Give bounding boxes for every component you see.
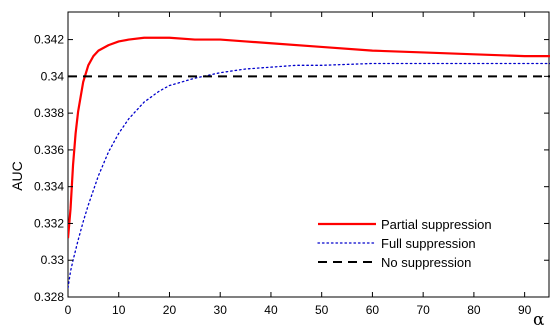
- plot-area-border: [67, 11, 550, 298]
- series-layer: [68, 36, 550, 289]
- legend-label-no-suppression: No suppression: [381, 255, 471, 270]
- legend-label-full-suppression: Full suppression: [381, 236, 476, 251]
- x-tick-label: 60: [366, 303, 380, 317]
- y-tick-label: 0.328: [34, 290, 64, 304]
- x-tick-label: 30: [214, 303, 228, 317]
- x-tick-label: 80: [467, 303, 481, 317]
- axes-frame: [67, 11, 550, 298]
- x-tick-label: 0: [65, 303, 72, 317]
- x-tick-label: 90: [518, 303, 532, 317]
- tick-layer: 0 10 20 30 40 50 60 70 80 90 0.328 0.33 0.332 0.334 0.…: [34, 12, 549, 317]
- y-tick-label: 0.336: [34, 143, 64, 157]
- legend-label-partial-suppression: Partial suppression: [381, 217, 492, 232]
- y-axis-title: AUC: [9, 161, 25, 191]
- series-line-full-suppression: [68, 62, 550, 289]
- x-tick-label: 70: [416, 303, 430, 317]
- x-tick-label: 40: [264, 303, 278, 317]
- x-tick-label: 20: [163, 303, 177, 317]
- y-tick-label: 0.34: [41, 69, 65, 83]
- y-tick-label: 0.342: [34, 33, 64, 47]
- y-tick-label: 0.332: [34, 216, 64, 230]
- y-tick-label: 0.334: [34, 180, 64, 194]
- legend: Partial suppression Full suppression No su…: [317, 217, 492, 270]
- y-tick-label: 0.338: [34, 106, 64, 120]
- x-tick-label: 50: [315, 303, 329, 317]
- series-line-partial-suppression: [68, 36, 550, 239]
- y-tick-label: 0.33: [41, 253, 65, 267]
- x-tick-label: 10: [112, 303, 126, 317]
- x-axis-title: α: [533, 310, 545, 329]
